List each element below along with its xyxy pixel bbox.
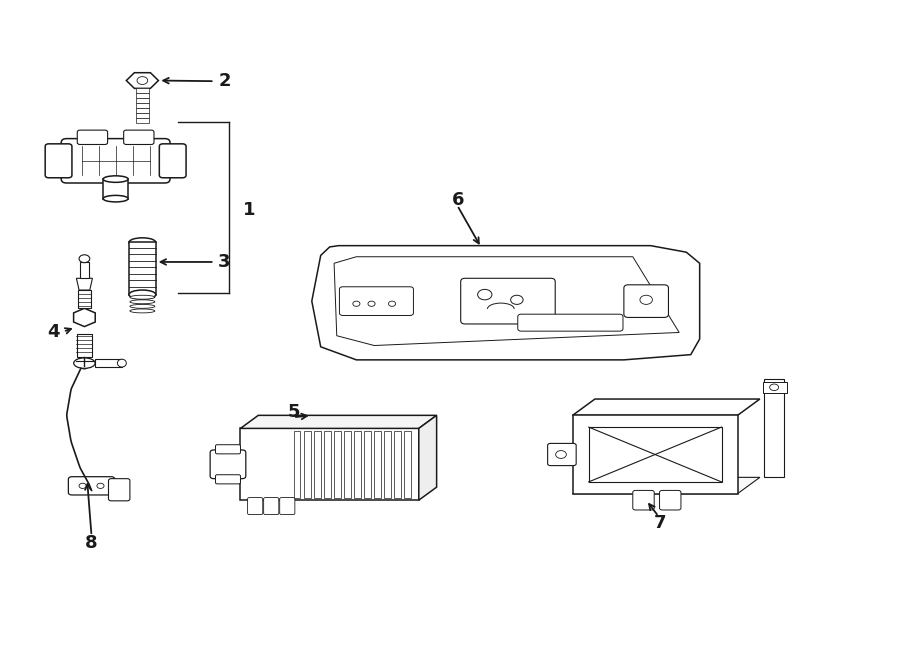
Bar [324, 431, 330, 498]
Polygon shape [334, 256, 680, 346]
Bar [344, 431, 351, 498]
Bar [77, 334, 92, 356]
FancyBboxPatch shape [61, 139, 170, 183]
Text: 8: 8 [85, 533, 97, 552]
FancyBboxPatch shape [68, 477, 114, 495]
Ellipse shape [74, 358, 95, 368]
Bar [314, 431, 320, 498]
Bar [80, 262, 89, 278]
Circle shape [770, 384, 778, 391]
FancyBboxPatch shape [159, 144, 186, 178]
Polygon shape [74, 308, 95, 327]
Bar [404, 431, 410, 498]
Ellipse shape [130, 305, 155, 308]
Circle shape [97, 483, 104, 488]
Bar [136, 108, 149, 113]
Ellipse shape [117, 359, 126, 367]
FancyBboxPatch shape [210, 450, 246, 479]
Bar [136, 98, 149, 103]
Bar [762, 382, 788, 393]
Bar [304, 431, 310, 498]
Bar [136, 113, 149, 118]
Text: 2: 2 [218, 72, 230, 90]
Bar [136, 93, 149, 98]
Circle shape [137, 77, 148, 85]
Polygon shape [589, 427, 722, 482]
FancyBboxPatch shape [109, 479, 130, 501]
Ellipse shape [104, 176, 128, 182]
Circle shape [389, 301, 396, 306]
FancyBboxPatch shape [77, 130, 108, 145]
Circle shape [640, 295, 652, 305]
Ellipse shape [130, 309, 155, 313]
Polygon shape [126, 73, 158, 89]
Polygon shape [572, 415, 738, 494]
Bar [136, 89, 149, 93]
Polygon shape [572, 477, 760, 494]
FancyBboxPatch shape [633, 490, 654, 510]
Circle shape [368, 301, 375, 306]
Bar [394, 431, 400, 498]
Text: 3: 3 [218, 253, 230, 271]
Bar [374, 431, 381, 498]
FancyBboxPatch shape [264, 498, 279, 514]
Circle shape [510, 295, 523, 305]
Bar [384, 431, 391, 498]
Circle shape [79, 254, 90, 262]
FancyBboxPatch shape [248, 498, 263, 514]
Ellipse shape [104, 196, 128, 202]
Circle shape [79, 483, 86, 488]
Ellipse shape [129, 290, 156, 299]
Text: 1: 1 [243, 201, 256, 219]
Ellipse shape [130, 295, 155, 299]
Polygon shape [240, 415, 436, 428]
FancyBboxPatch shape [215, 475, 240, 484]
FancyBboxPatch shape [660, 490, 681, 510]
Bar [95, 359, 122, 367]
FancyBboxPatch shape [123, 130, 154, 145]
Bar [240, 428, 418, 500]
Ellipse shape [130, 300, 155, 304]
Polygon shape [418, 415, 436, 500]
FancyBboxPatch shape [624, 285, 669, 317]
FancyBboxPatch shape [547, 444, 576, 465]
Circle shape [478, 290, 492, 300]
Bar [354, 431, 361, 498]
Bar [294, 431, 301, 498]
Text: 7: 7 [653, 514, 666, 532]
Polygon shape [76, 278, 93, 290]
Circle shape [353, 301, 360, 306]
FancyBboxPatch shape [461, 278, 555, 324]
Text: 4: 4 [47, 323, 59, 341]
Polygon shape [572, 399, 760, 415]
Bar [104, 179, 128, 199]
Bar [78, 290, 91, 308]
FancyBboxPatch shape [339, 287, 413, 315]
FancyBboxPatch shape [518, 314, 623, 331]
Bar [364, 431, 371, 498]
Bar [129, 243, 156, 295]
FancyBboxPatch shape [45, 144, 72, 178]
Bar [136, 103, 149, 108]
FancyBboxPatch shape [280, 498, 295, 514]
Circle shape [81, 364, 88, 369]
FancyBboxPatch shape [215, 445, 240, 454]
Polygon shape [311, 246, 699, 360]
Ellipse shape [129, 238, 156, 247]
Bar [334, 431, 340, 498]
Text: 5: 5 [288, 403, 301, 421]
Bar [136, 118, 149, 123]
Circle shape [555, 451, 566, 459]
Text: 6: 6 [452, 191, 464, 209]
Bar [764, 379, 784, 477]
